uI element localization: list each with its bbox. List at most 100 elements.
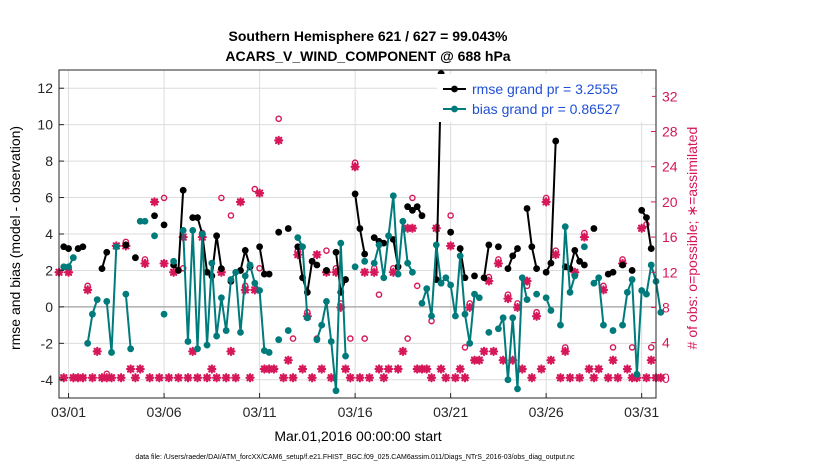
- obs-assimilated-point: [364, 373, 375, 383]
- series-point: [246, 261, 254, 269]
- series-point: [504, 376, 512, 384]
- series-point: [275, 228, 283, 236]
- obs-assimilated-point: [493, 258, 503, 269]
- series-point: [423, 285, 431, 293]
- series-point: [595, 274, 603, 282]
- series-point: [65, 245, 72, 252]
- x-tick-label: 03/11: [243, 404, 277, 420]
- series-point: [69, 254, 77, 262]
- series-point: [504, 265, 512, 273]
- legend-marker: [451, 85, 458, 93]
- series-point: [600, 321, 607, 329]
- obs-assimilated-point: [383, 364, 394, 374]
- y2-tick-label: 28: [662, 124, 678, 140]
- series-point: [198, 230, 206, 238]
- series-point: [643, 214, 650, 222]
- obs-assimilated-point: [145, 373, 155, 383]
- series-point: [189, 214, 197, 222]
- x-tick-label: 03/16: [338, 404, 373, 420]
- obs-assimilated-point: [579, 232, 589, 242]
- series-point: [122, 290, 130, 298]
- series-point: [251, 279, 259, 287]
- obs-possible-point: [609, 344, 617, 351]
- series-point: [461, 310, 469, 318]
- obs-assimilated-point: [637, 223, 647, 233]
- obs-assimilated-point: [307, 373, 317, 383]
- series-point: [499, 314, 507, 322]
- series-point: [227, 276, 235, 283]
- obs-assimilated-point: [560, 346, 570, 356]
- series-point: [404, 259, 412, 267]
- obs-assimilated-point: [393, 364, 403, 374]
- y2-tick-label: 24: [662, 159, 678, 175]
- obs-assimilated-point: [269, 364, 279, 374]
- obs-assimilated-point: [164, 373, 174, 383]
- series-line: [483, 244, 490, 278]
- series-point: [79, 243, 87, 251]
- series-point: [337, 239, 345, 247]
- obs-assimilated-point: [656, 373, 666, 383]
- series-point: [208, 259, 216, 267]
- obs-assimilated-point: [398, 346, 408, 356]
- series-point: [485, 329, 493, 336]
- series-point: [494, 243, 502, 251]
- legend-label: bias grand pr = 0.86527: [472, 101, 620, 117]
- series-point: [518, 274, 526, 282]
- obs-assimilated-point: [436, 364, 446, 374]
- obs-assimilated-point: [173, 373, 183, 383]
- obs-assimilated-point: [78, 373, 88, 383]
- series-point: [561, 223, 569, 231]
- series-point: [619, 321, 626, 329]
- series-point: [351, 263, 359, 271]
- series-point: [418, 299, 426, 307]
- obs-assimilated-point: [455, 364, 465, 374]
- series-point: [108, 349, 115, 356]
- series-point: [179, 186, 187, 194]
- y2-tick-label: 4: [662, 335, 670, 351]
- obs-assimilated-point: [135, 364, 145, 374]
- obs-assimilated-point: [226, 346, 236, 356]
- series-point: [619, 261, 626, 269]
- y-tick-label: 4: [45, 226, 53, 242]
- legend-marker: [451, 105, 458, 113]
- series-point: [452, 312, 459, 320]
- x-tick-label: 03/26: [529, 404, 564, 420]
- series-point: [294, 243, 302, 251]
- series-point: [447, 228, 455, 236]
- obs-assimilated-point: [489, 346, 499, 356]
- obs-assimilated-point: [202, 373, 212, 383]
- series-point: [466, 339, 474, 347]
- obs-assimilated-point: [130, 373, 141, 383]
- series-point: [265, 270, 273, 278]
- series-point: [112, 243, 120, 251]
- series-point: [194, 345, 201, 353]
- obs-assimilated-point: [541, 197, 551, 207]
- obs-possible-point: [251, 185, 259, 193]
- obs-assimilated-point: [527, 373, 537, 383]
- series-point: [471, 272, 478, 280]
- y-axis-label: rmse and bias (model - observation): [7, 126, 23, 350]
- series-point: [194, 214, 201, 222]
- obs-assimilated-point: [479, 346, 489, 356]
- series-rmse: [60, 70, 655, 296]
- obs-possible-point: [361, 335, 368, 342]
- series-point: [141, 217, 149, 225]
- series-point: [461, 274, 469, 282]
- series-point: [60, 263, 68, 271]
- obs-assimilated-point: [446, 241, 456, 251]
- obs-assimilated-point: [522, 276, 532, 286]
- series-point: [638, 206, 646, 214]
- x-tick-label: 03/01: [51, 404, 86, 420]
- obs-assimilated-point: [484, 276, 494, 286]
- obs-assimilated-point: [345, 373, 355, 383]
- series-point: [303, 314, 311, 322]
- series-point: [342, 276, 349, 283]
- series-point: [418, 212, 426, 220]
- series-bias: [60, 192, 665, 395]
- series-point: [523, 205, 531, 212]
- series-point: [590, 279, 598, 287]
- series-point: [323, 267, 330, 274]
- series-point: [217, 265, 225, 273]
- series-point: [265, 349, 273, 356]
